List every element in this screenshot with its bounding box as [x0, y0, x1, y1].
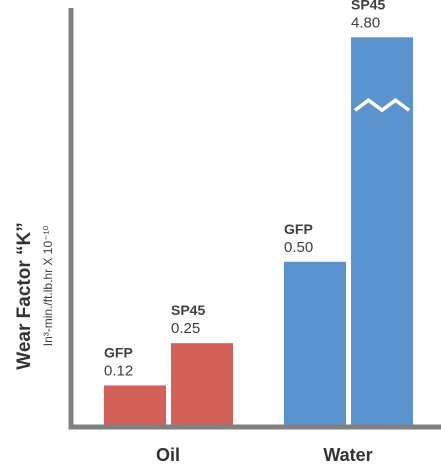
bar-labels-group: GFP 0.12 SP45 0.25 GFP 0.50 SP45 4.80 [104, 0, 385, 379]
data-label-sp45-oil: 0.25 [171, 320, 200, 337]
bar-sp45-water [351, 37, 413, 425]
data-label-sp45-water: 4.80 [351, 14, 380, 31]
y-axis-title: Wear Factor “K” [14, 222, 35, 369]
bar-sp45-oil [171, 343, 233, 425]
category-label-water: Water [323, 445, 372, 465]
series-label-gfp-oil: GFP [104, 344, 133, 360]
y-axis-unit: In³-min./ft.lb.hr X 10⁻¹⁰ [41, 226, 55, 347]
bar-gfp-oil [104, 385, 166, 425]
series-label-sp45-water: SP45 [351, 0, 385, 12]
data-label-gfp-water: 0.50 [284, 239, 313, 256]
series-label-gfp-water: GFP [284, 221, 313, 237]
series-label-sp45-oil: SP45 [171, 302, 205, 318]
data-label-gfp-oil: 0.12 [104, 362, 133, 379]
category-label-oil: Oil [156, 445, 180, 465]
bars-group [104, 37, 413, 425]
bar-gfp-water [284, 261, 346, 425]
axis-break-mark [353, 98, 411, 113]
